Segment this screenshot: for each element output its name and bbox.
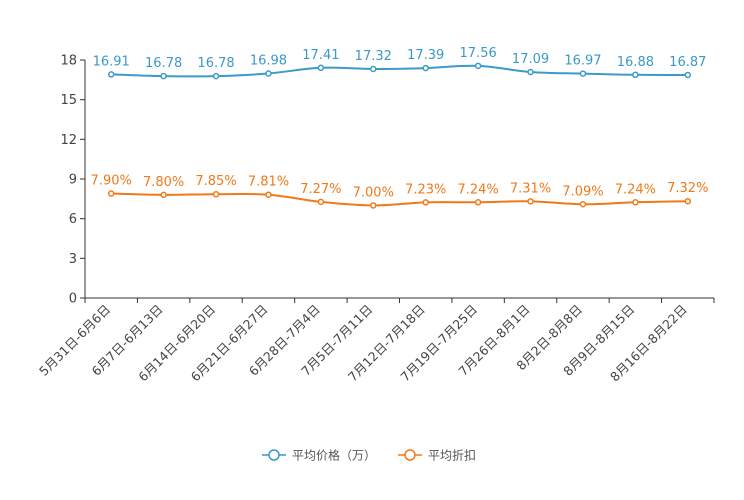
legend-discount-label: 平均折扣 — [428, 448, 476, 463]
data-point-price — [107, 71, 115, 78]
y-tick-label: 0 — [69, 292, 77, 307]
data-point-discount — [107, 190, 115, 197]
data-point-discount — [632, 199, 639, 206]
series-line-discount — [111, 192, 688, 207]
data-point-price — [632, 71, 639, 79]
data-label-price: 16.78 — [197, 56, 234, 71]
data-point-discount — [265, 191, 272, 198]
data-label-discount: 7.81% — [248, 175, 289, 190]
data-point-price — [527, 68, 534, 76]
data-point-discount — [474, 199, 482, 206]
data-label-discount: 7.32% — [667, 181, 708, 196]
data-label-price: 16.87 — [669, 55, 706, 70]
data-label-price: 17.56 — [460, 46, 497, 61]
y-tick-label: 12 — [60, 133, 77, 148]
data-point-discount — [579, 201, 587, 208]
y-tick-label: 6 — [69, 212, 77, 227]
series-layer — [107, 62, 692, 209]
data-point-price — [422, 64, 429, 72]
data-label-discount: 7.23% — [405, 182, 446, 197]
legend-price-marker — [268, 449, 280, 461]
data-label-discount: 7.27% — [300, 182, 341, 197]
data-label-discount: 7.24% — [615, 182, 656, 197]
data-point-discount — [527, 198, 534, 205]
legend-discount-marker — [404, 449, 416, 461]
axes: 03691215185月31日-6月6日6月7日-6月13日6月14日-6月20… — [36, 54, 715, 384]
data-label-price: 16.97 — [564, 54, 601, 69]
data-label-discount: 7.00% — [353, 185, 394, 200]
data-point-price — [684, 71, 692, 79]
legend[interactable]: 平均价格（万） 平均折扣 — [262, 448, 476, 463]
data-label-price: 16.88 — [617, 55, 654, 70]
series-line-price — [111, 64, 688, 78]
data-label-discount: 7.80% — [143, 175, 184, 190]
data-label-price: 16.91 — [93, 54, 130, 69]
legend-item-discount[interactable]: 平均折扣 — [398, 448, 476, 463]
data-point-price — [317, 64, 325, 72]
data-label-price: 16.98 — [250, 53, 287, 68]
data-labels: 16.91 16.78 16.78 16.98 17.41 17.32 17.39 17.56… — [91, 46, 709, 201]
y-tick-label: 18 — [60, 54, 77, 69]
data-label-discount: 7.31% — [510, 181, 551, 196]
data-label-price: 17.32 — [355, 49, 392, 64]
data-label-discount: 7.09% — [562, 184, 603, 199]
legend-item-price[interactable]: 平均价格（万） — [262, 448, 376, 463]
data-point-discount — [422, 199, 429, 206]
data-point-price — [160, 72, 167, 80]
data-point-discount — [684, 197, 692, 205]
data-label-price: 17.41 — [302, 48, 339, 63]
data-point-price — [474, 62, 482, 70]
data-label-price: 17.09 — [512, 52, 549, 67]
data-point-discount — [212, 190, 220, 198]
data-label-price: 17.39 — [407, 48, 444, 63]
data-point-discount — [317, 198, 325, 206]
y-tick-label: 15 — [60, 93, 77, 108]
data-label-price: 16.78 — [145, 56, 182, 71]
data-label-discount: 7.85% — [195, 174, 236, 189]
data-label-discount: 7.90% — [91, 174, 132, 189]
data-point-price — [370, 65, 377, 73]
y-tick-label: 3 — [69, 252, 77, 267]
data-point-price — [212, 72, 220, 80]
data-label-discount: 7.24% — [457, 182, 498, 197]
data-point-discount — [370, 202, 377, 209]
data-point-discount — [160, 191, 167, 199]
data-point-price — [579, 70, 587, 77]
y-tick-label: 9 — [69, 173, 77, 188]
legend-price-label: 平均价格（万） — [292, 448, 376, 463]
data-point-price — [265, 70, 272, 77]
